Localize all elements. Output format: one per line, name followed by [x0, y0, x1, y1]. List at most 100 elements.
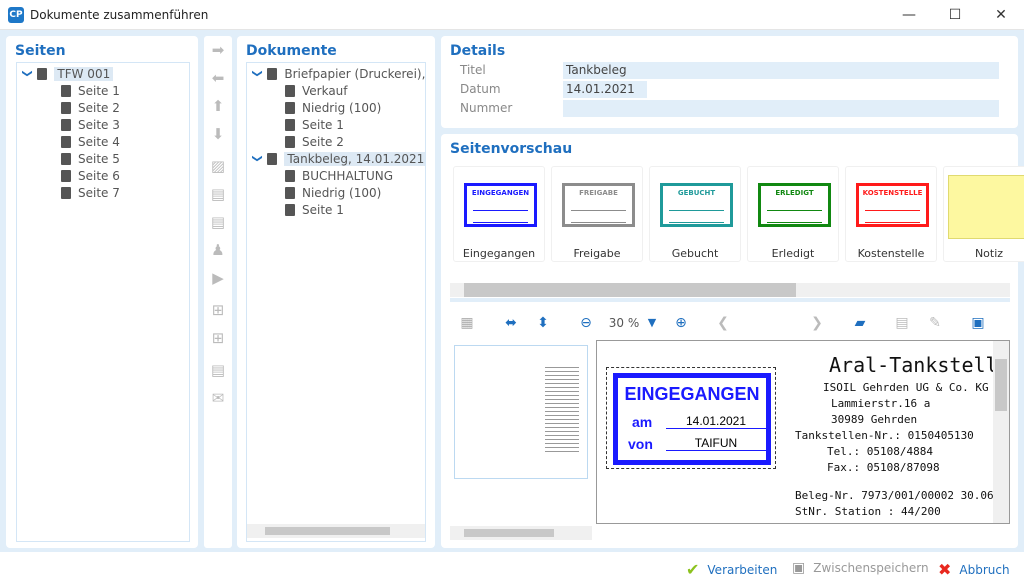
titel-field[interactable]: Tankbeleg — [563, 62, 999, 79]
stamp-von-value: TAIFUN — [666, 436, 766, 451]
tree-node-root[interactable]: ❯ TFW 001 — [21, 65, 114, 82]
stamp-selection[interactable]: EINGEGANGEN am 14.01.2021 von TAIFUN — [606, 367, 776, 469]
dokumente-tree[interactable]: ❯ Briefpapier (Druckerei), 09 Verkauf Niedr… — [246, 62, 426, 542]
next-page-icon[interactable]: ❯ — [811, 315, 823, 331]
page-icon — [61, 135, 71, 148]
tree-node-page[interactable]: Seite 1 — [61, 82, 120, 99]
stamp-heading: KOSTENSTELLE — [862, 189, 923, 197]
tree-node-child[interactable]: Seite 1 — [285, 201, 344, 218]
user-lock-icon[interactable]: ♟ — [211, 241, 225, 259]
tree-node-document[interactable]: ❯ Tankbeleg, 14.01.2021 — [251, 150, 425, 167]
chevron-down-icon[interactable]: ❯ — [251, 154, 263, 163]
image-icon[interactable]: ▨ — [210, 157, 226, 175]
tree-node-child[interactable]: BUCHHALTUNG — [285, 167, 393, 184]
save-icon[interactable]: ▣ — [971, 315, 985, 331]
grid-view-icon[interactable]: ▦ — [460, 315, 474, 331]
zoom-dropdown-icon[interactable]: ▼ — [647, 316, 657, 329]
arrow-down-icon[interactable]: ⬇ — [211, 125, 225, 143]
receipt-line: Lammierstr.16 a — [831, 397, 931, 410]
stamp-label: Kostenstelle — [857, 247, 925, 260]
page-icon — [61, 169, 71, 182]
user-lock-icon — [285, 101, 295, 114]
datum-field[interactable]: 14.01.2021 — [563, 81, 647, 98]
edit-document-icon[interactable]: ✎ — [929, 315, 941, 331]
maximize-button[interactable]: ☐ — [948, 7, 962, 23]
tree-node-page[interactable]: Seite 5 — [61, 150, 120, 167]
thumbnail-scrollbar[interactable] — [450, 526, 592, 540]
tree-node-document[interactable]: ❯ Briefpapier (Druckerei), 09 — [251, 65, 425, 82]
child-label: Seite 1 — [302, 202, 344, 217]
app-icon: CP — [8, 6, 24, 23]
chevron-down-icon[interactable]: ❯ — [21, 69, 33, 78]
vertical-scrollbar[interactable] — [993, 341, 1009, 523]
zoom-level[interactable]: 30 % — [608, 316, 640, 330]
arrow-left-icon[interactable]: ⬅ — [211, 69, 225, 87]
child-label: Niedrig (100) — [302, 100, 382, 115]
fit-height-icon[interactable]: ⬍ — [537, 315, 549, 331]
stamp-am-value: 14.01.2021 — [666, 414, 766, 429]
arrow-up-icon[interactable]: ⬆ — [211, 97, 225, 115]
stamp-von-label: von — [628, 436, 653, 452]
footer: ✔ Verarbeiten ▣ Zwischenspeichern ✖ Abbruch — [0, 552, 1024, 584]
tree-node-child[interactable]: Seite 1 — [285, 116, 344, 133]
delete-page-icon[interactable]: ▤ — [210, 185, 226, 203]
zoom-in-icon[interactable]: ⊕ — [675, 315, 687, 331]
child-label: Verkauf — [302, 83, 348, 98]
zoom-out-icon[interactable]: ⊖ — [580, 315, 592, 331]
stamp-heading: EINGEGANGEN — [624, 384, 760, 404]
tree-node-page[interactable]: Seite 7 — [61, 184, 120, 201]
stamp-template[interactable]: KOSTENSTELLE Kostenstelle — [845, 166, 937, 262]
user-lock-icon — [285, 186, 295, 199]
stamp-label: Eingegangen — [462, 247, 536, 260]
page-thumbnail[interactable] — [454, 345, 588, 479]
copy-icon[interactable]: ▤ — [210, 361, 226, 379]
minimize-button[interactable]: — — [902, 7, 916, 23]
check-page-icon[interactable]: ▤ — [210, 213, 226, 231]
receipt-line: 30989 Gehrden — [831, 413, 918, 426]
horizontal-scrollbar[interactable] — [247, 524, 425, 538]
close-button[interactable]: ✕ — [995, 7, 1007, 23]
open-folder-icon[interactable]: ▰ — [854, 315, 866, 331]
stamp-template[interactable]: GEBUCHT Gebucht — [649, 166, 741, 262]
tree-icon[interactable]: ⊞ — [211, 301, 225, 319]
stamp-template[interactable]: FREIGABE Freigabe — [551, 166, 643, 262]
export-icon[interactable]: ▶ — [212, 269, 224, 287]
document-icon[interactable]: ▤ — [895, 315, 909, 331]
title-bar: CP Dokumente zusammenführen — ☐ ✕ — [0, 0, 1024, 30]
tree-node-child[interactable]: Niedrig (100) — [285, 184, 381, 201]
fit-width-icon[interactable]: ⬌ — [505, 315, 517, 331]
verarbeiten-label: Verarbeiten — [707, 562, 778, 577]
stamp-template[interactable]: EINGEGANGEN Eingegangen — [453, 166, 545, 262]
arrow-right-icon[interactable]: ➡ — [211, 41, 225, 59]
mail-icon[interactable]: ✉ — [211, 389, 225, 407]
seiten-tree[interactable]: ❯ TFW 001 Seite 1 Seite 2 Seite 3 Seite 4 Sei… — [16, 62, 190, 542]
page-icon — [61, 152, 71, 165]
receipt-line: Beleg-Nr. 7973/001/00002 30.06.11 — [795, 489, 1010, 502]
tree-node-page[interactable]: Seite 6 — [61, 167, 120, 184]
page-icon — [61, 101, 71, 114]
tree-node-child[interactable]: Verkauf — [285, 82, 348, 99]
cross-icon: ✖ — [938, 560, 952, 579]
stamp-template[interactable]: Notiz — [943, 166, 1024, 262]
page-label: Seite 5 — [78, 151, 120, 166]
abbruch-button[interactable]: ✖ Abbruch — [938, 560, 1010, 579]
zwischenspeichern-button[interactable]: ▣ Zwischenspeichern — [792, 560, 929, 576]
seiten-title: Seiten — [15, 43, 66, 59]
verarbeiten-button[interactable]: ✔ Verarbeiten — [686, 560, 777, 579]
stamp-scrollbar[interactable] — [450, 283, 1010, 297]
tree-node-page[interactable]: Seite 4 — [61, 133, 120, 150]
tree-node-child[interactable]: Seite 2 — [285, 133, 344, 150]
building-icon — [285, 84, 295, 97]
tree-node-child[interactable]: Niedrig (100) — [285, 99, 381, 116]
tree-node-page[interactable]: Seite 3 — [61, 116, 120, 133]
tree-node-page[interactable]: Seite 2 — [61, 99, 120, 116]
chevron-down-icon[interactable]: ❯ — [251, 69, 263, 78]
document-preview[interactable]: EINGEGANGEN am 14.01.2021 von TAIFUN Ara… — [596, 340, 1010, 524]
page-icon — [285, 118, 295, 131]
previous-page-icon[interactable]: ❮ — [717, 315, 729, 331]
tree-add-icon[interactable]: ⊞ — [211, 329, 225, 347]
nummer-field[interactable] — [563, 100, 999, 117]
stamp-template[interactable]: ERLEDIGT Erledigt — [747, 166, 839, 262]
stamp-label: Gebucht — [671, 247, 719, 260]
page-icon — [61, 118, 71, 131]
